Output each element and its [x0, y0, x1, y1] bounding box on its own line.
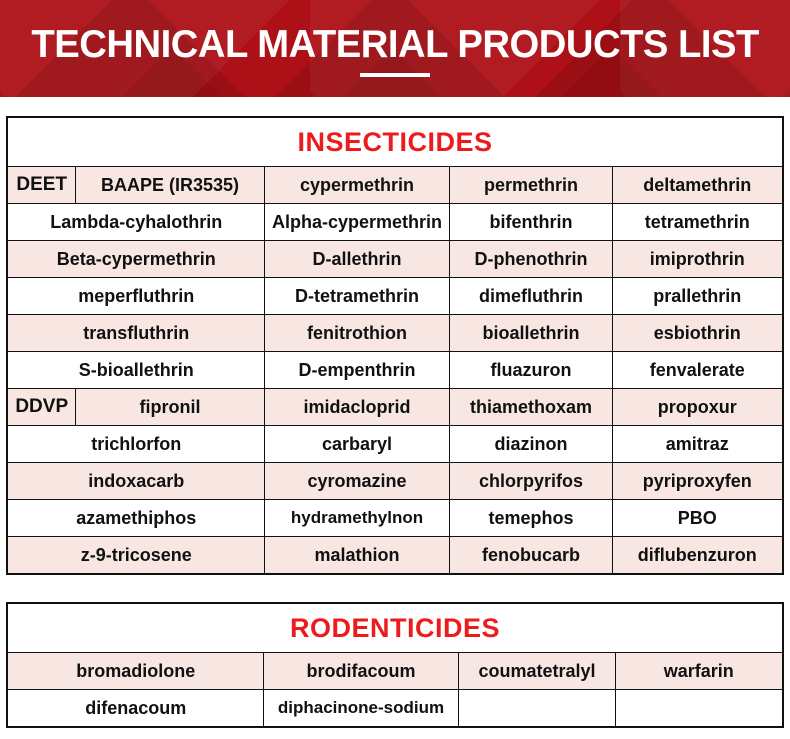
product-cell: bifenthrin [448, 203, 613, 241]
product-cell: D-allethrin [263, 240, 450, 278]
product-cell: D-tetramethrin [263, 277, 450, 315]
product-cell: diflubenzuron [611, 536, 784, 575]
product-cell: prallethrin [611, 277, 784, 315]
table-row: S-bioallethrin D-empenthrin fluazuron fe… [6, 351, 784, 389]
table-row: azamethiphos hydramethylnon temephos PBO [6, 499, 784, 537]
product-cell [457, 689, 616, 728]
insecticides-table: INSECTICIDES DEET BAAPE (IR3535) cyperme… [6, 116, 784, 575]
product-cell: fenitrothion [263, 314, 450, 352]
product-cell: amitraz [611, 425, 784, 463]
product-cell: DEET [6, 166, 76, 204]
header-banner: TECHNICAL MATERIAL PRODUCTS LIST [0, 0, 790, 97]
product-cell: Beta-cypermethrin [6, 240, 265, 278]
rodenticides-title: RODENTICIDES [6, 602, 784, 653]
product-cell: esbiothrin [611, 314, 784, 352]
product-cell: S-bioallethrin [6, 351, 265, 389]
product-cell: azamethiphos [6, 499, 265, 537]
product-cell: permethrin [448, 166, 613, 204]
product-cell: propoxur [611, 388, 784, 426]
table-row: trichlorfon carbaryl diazinon amitraz [6, 425, 784, 463]
product-cell: cypermethrin [263, 166, 450, 204]
product-cell: D-empenthrin [263, 351, 450, 389]
product-cell: BAAPE (IR3535) [74, 166, 265, 204]
title-underline [360, 72, 430, 77]
product-cell: difenacoum [6, 689, 264, 728]
product-cell: fenvalerate [611, 351, 784, 389]
product-cell [614, 689, 784, 728]
product-cell: meperfluthrin [6, 277, 265, 315]
product-cell: fluazuron [448, 351, 613, 389]
product-cell: diazinon [448, 425, 613, 463]
table-row: z-9-tricosene malathion fenobucarb diflu… [6, 536, 784, 575]
product-cell: pyriproxyfen [611, 462, 784, 500]
product-cell: transfluthrin [6, 314, 265, 352]
table-row: indoxacarb cyromazine chlorpyrifos pyrip… [6, 462, 784, 500]
product-cell: carbaryl [263, 425, 450, 463]
product-cell: imidacloprid [263, 388, 450, 426]
product-cell: diphacinone-sodium [262, 689, 459, 728]
table-title-row: RODENTICIDES [6, 602, 784, 653]
insecticides-title: INSECTICIDES [6, 116, 784, 167]
product-cell: z-9-tricosene [6, 536, 265, 575]
table-row: transfluthrin fenitrothion bioallethrin … [6, 314, 784, 352]
product-cell: bioallethrin [448, 314, 613, 352]
product-cell: bromadiolone [6, 652, 264, 690]
table-row: Lambda-cyhalothrin Alpha-cypermethrin bi… [6, 203, 784, 241]
product-cell: imiprothrin [611, 240, 784, 278]
table-title-row: INSECTICIDES [6, 116, 784, 167]
product-cell: temephos [448, 499, 613, 537]
product-cell: cyromazine [263, 462, 450, 500]
table-row: bromadiolone brodifacoum coumatetralyl w… [6, 652, 784, 690]
table-row: DEET BAAPE (IR3535) cypermethrin permeth… [6, 166, 784, 204]
table-row: meperfluthrin D-tetramethrin dimefluthri… [6, 277, 784, 315]
product-cell: fipronil [74, 388, 265, 426]
product-cell: tetramethrin [611, 203, 784, 241]
product-cell: thiamethoxam [448, 388, 613, 426]
product-cell: dimefluthrin [448, 277, 613, 315]
product-cell: deltamethrin [611, 166, 784, 204]
product-cell: indoxacarb [6, 462, 265, 500]
page-title: TECHNICAL MATERIAL PRODUCTS LIST [31, 22, 759, 66]
product-cell: coumatetralyl [457, 652, 616, 690]
product-cell: chlorpyrifos [448, 462, 613, 500]
table-row: difenacoum diphacinone-sodium [6, 689, 784, 728]
product-cell: hydramethylnon [263, 499, 450, 537]
table-row: Beta-cypermethrin D-allethrin D-phenothr… [6, 240, 784, 278]
product-cell: Alpha-cypermethrin [263, 203, 450, 241]
product-cell: DDVP [6, 388, 76, 426]
product-cell: warfarin [614, 652, 784, 690]
table-row: DDVP fipronil imidacloprid thiamethoxam … [6, 388, 784, 426]
product-cell: D-phenothrin [448, 240, 613, 278]
product-cell: PBO [611, 499, 784, 537]
product-cell: Lambda-cyhalothrin [6, 203, 265, 241]
product-cell: malathion [263, 536, 450, 575]
product-cell: brodifacoum [262, 652, 459, 690]
rodenticides-table: RODENTICIDES bromadiolone brodifacoum co… [6, 602, 784, 728]
product-cell: trichlorfon [6, 425, 265, 463]
product-cell: fenobucarb [448, 536, 613, 575]
